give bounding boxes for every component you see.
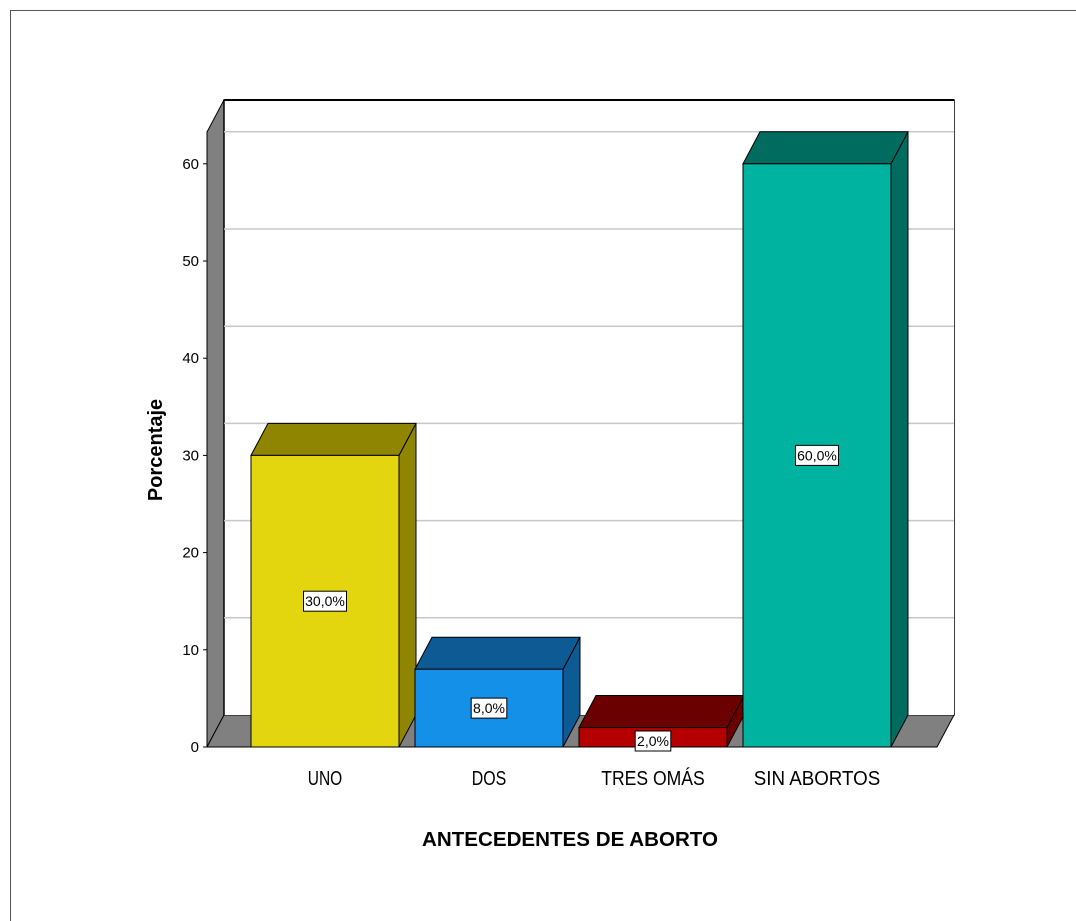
data-label-box-sin-abortos	[795, 444, 839, 466]
data-label-box-tres-om-s	[634, 730, 672, 752]
data-label-text-sin-abortos: 60,0%	[797, 447, 837, 463]
data-label-uno: 30,0%	[303, 590, 347, 612]
x-category-label-uno: UNO	[308, 768, 343, 790]
bar-top-uno	[250, 422, 417, 456]
bar-side-uno	[398, 423, 417, 748]
bar-top-dos	[414, 636, 581, 670]
data-label-box-dos	[470, 697, 508, 719]
bar-uno	[250, 422, 417, 748]
y-tick-label-10: 10	[182, 642, 199, 659]
bar-dos	[414, 636, 581, 748]
y-axis-ticks: 0 10 20 30 40 50 60	[182, 156, 207, 756]
data-label-text-uno: 30,0%	[305, 593, 345, 609]
x-category-label-tres-om-s: TRES OMÁS	[601, 767, 705, 790]
data-label-tres-om-s: 2,0%	[634, 730, 672, 752]
x-axis-title: ANTECEDENTES DE ABORTO	[422, 829, 718, 851]
bar-sin-abortos	[742, 131, 909, 748]
x-category-label-sin-abortos: SIN ABORTOS	[754, 768, 881, 790]
data-labels: 30,0% 8,0% 2,0% 60,0%	[303, 444, 839, 752]
left-wall	[206, 99, 225, 748]
y-tick-label-0: 0	[191, 739, 199, 756]
y-tick-label-60: 60	[182, 156, 199, 173]
data-label-box-uno	[303, 590, 347, 612]
x-category-label-dos: DOS	[472, 768, 507, 790]
chart-frame	[10, 10, 1076, 921]
bar-top-sin-abortos	[742, 131, 909, 165]
x-axis-categories: UNO DOS TRES OMÁS SIN ABORTOS	[308, 767, 881, 790]
y-tick-label-20: 20	[182, 545, 199, 562]
data-label-text-dos: 8,0%	[473, 700, 505, 716]
y-tick-label-30: 30	[182, 447, 199, 464]
y-axis-title: Porcentaje	[145, 399, 167, 501]
data-label-dos: 8,0%	[470, 697, 508, 719]
bar-top-tres-om-s	[578, 695, 745, 729]
bars	[250, 131, 909, 748]
bar-side-sin-abortos	[890, 131, 909, 748]
data-label-sin-abortos: 60,0%	[795, 444, 839, 466]
data-label-text-tres-om-s: 2,0%	[637, 733, 669, 749]
y-tick-label-50: 50	[182, 253, 199, 270]
y-tick-label-40: 40	[182, 350, 199, 367]
